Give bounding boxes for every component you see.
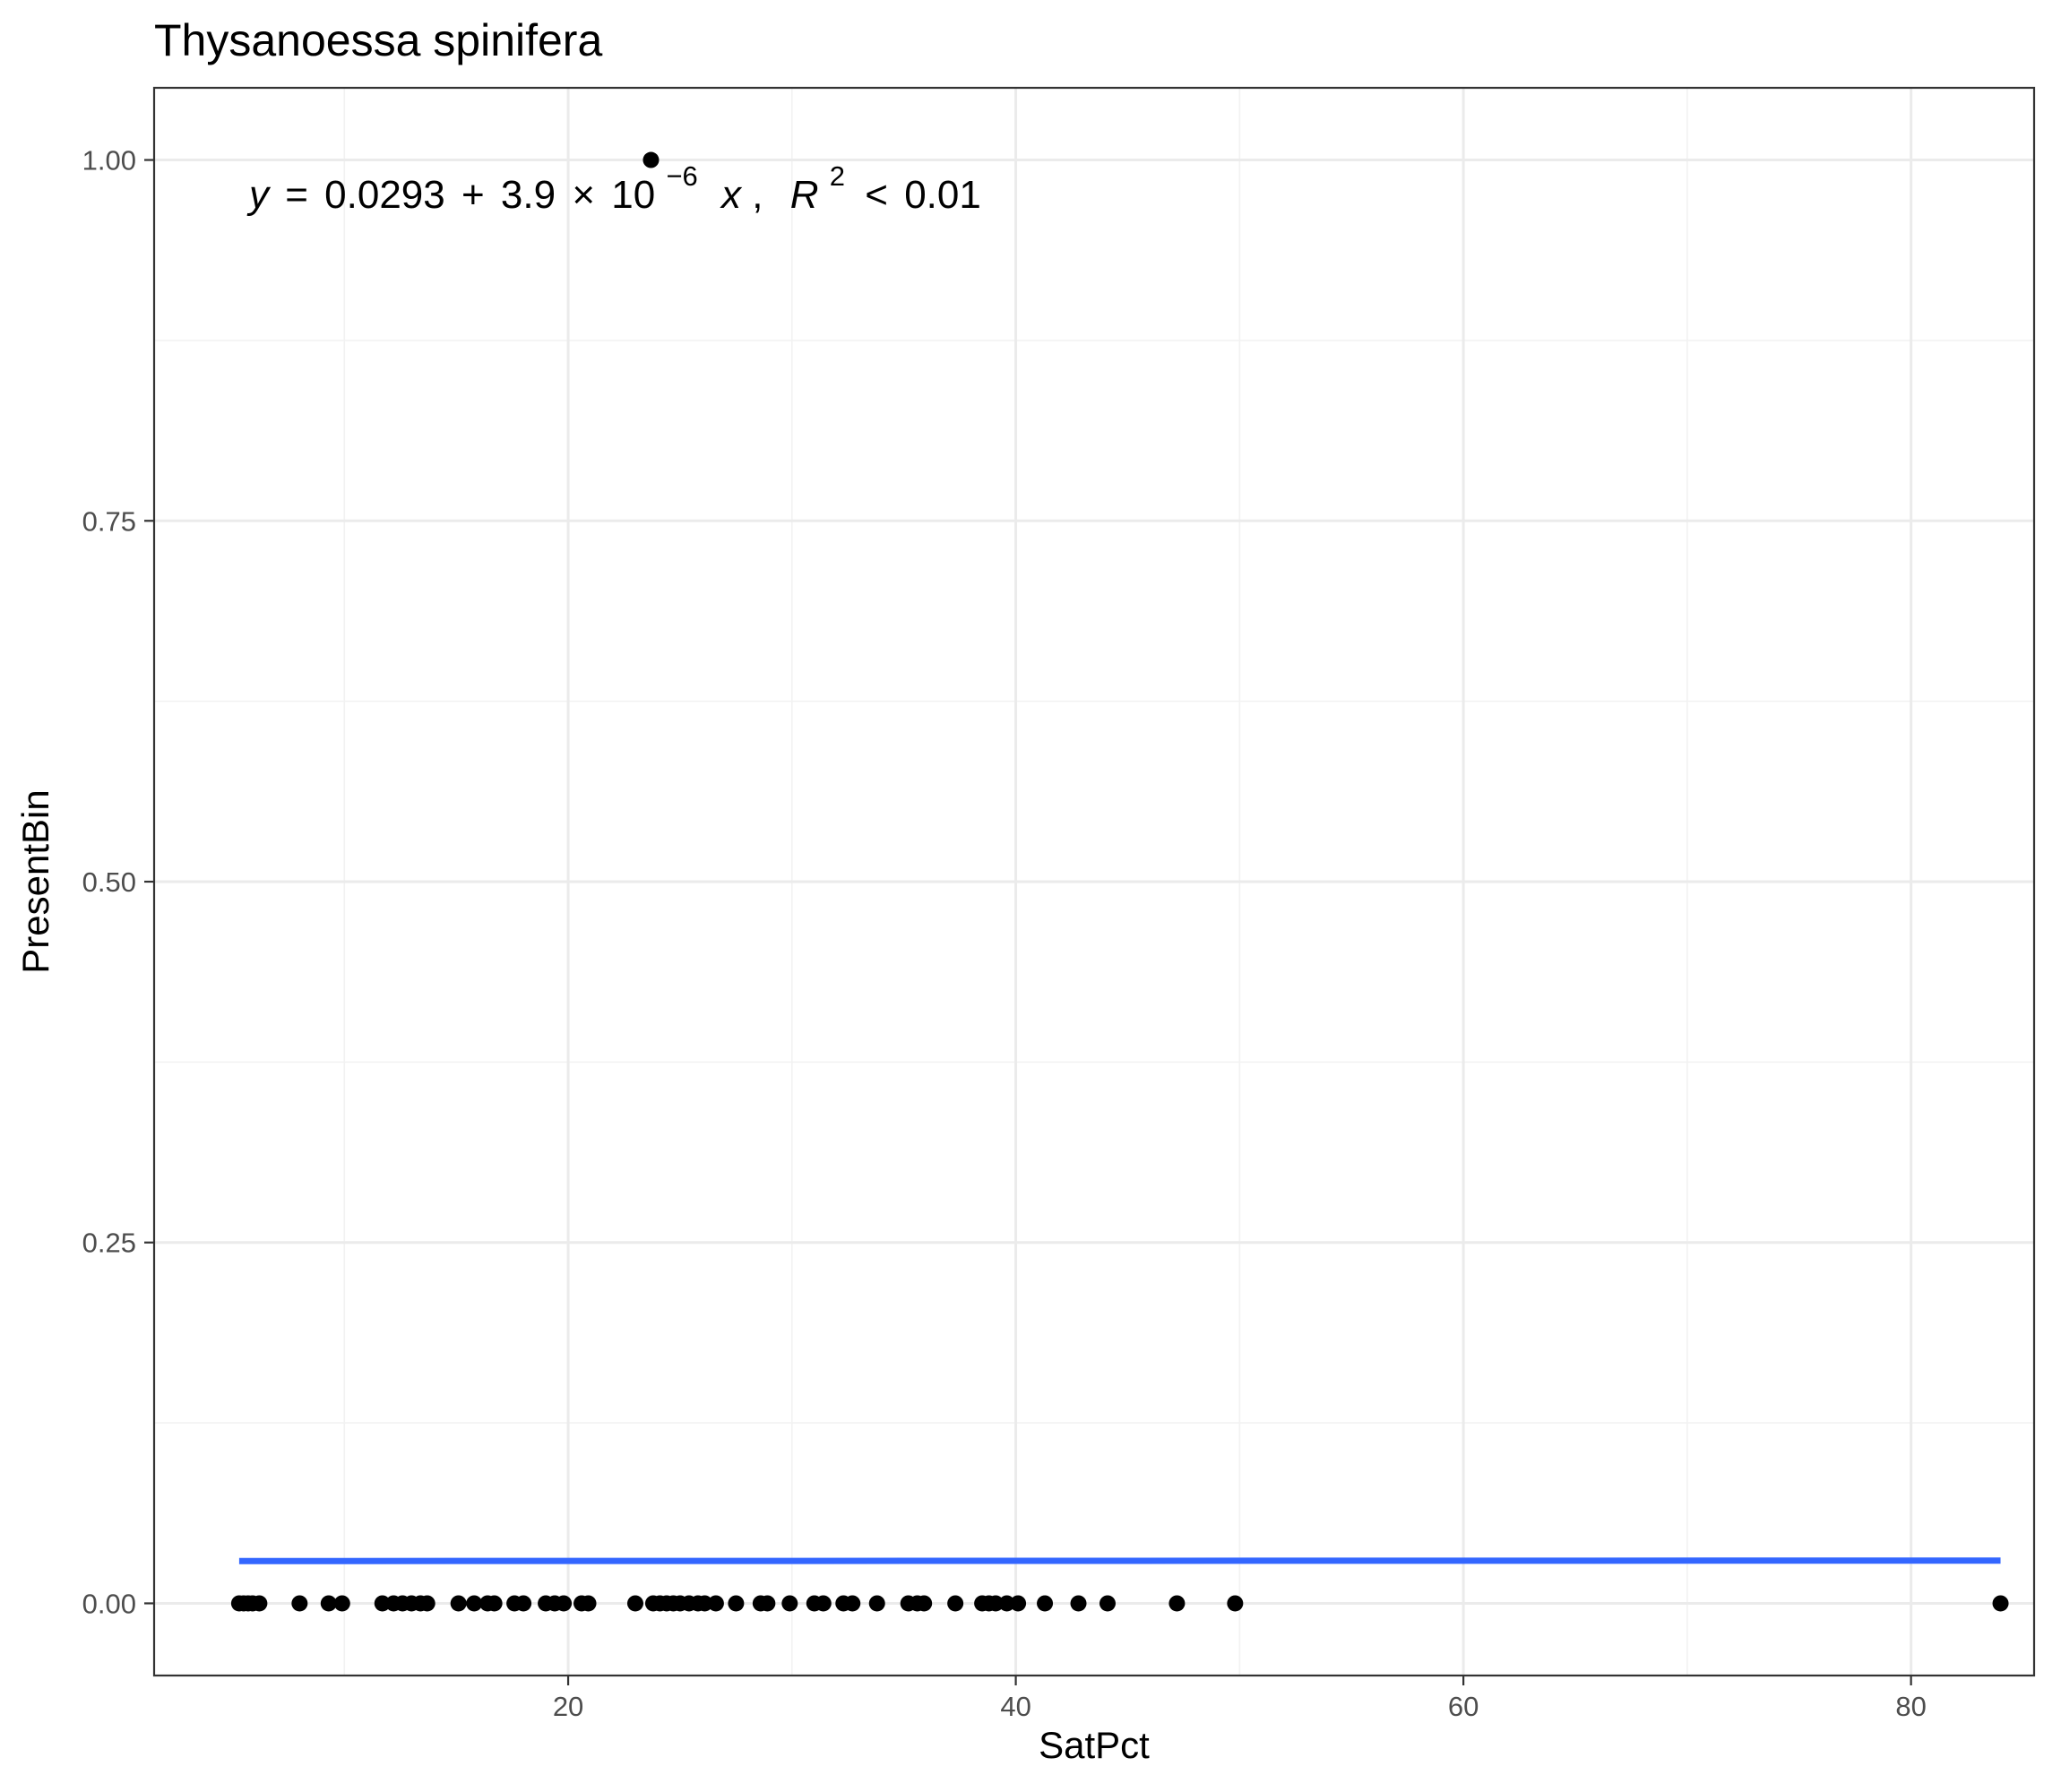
eq-plus: + (461, 173, 485, 217)
data-point (759, 1595, 776, 1612)
data-point (998, 1595, 1015, 1612)
data-point (916, 1595, 933, 1612)
eq-r2-value: 0.01 (904, 173, 981, 217)
y-tick-label: 1.00 (82, 145, 136, 177)
data-point (418, 1595, 435, 1612)
eq-times: × (572, 173, 595, 217)
eq-less-than: < (865, 173, 888, 217)
data-point (1037, 1595, 1054, 1612)
data-point (696, 1595, 713, 1612)
data-point (1992, 1595, 2009, 1612)
data-point (844, 1595, 861, 1612)
data-point (515, 1595, 532, 1612)
data-point (868, 1595, 885, 1612)
eq-intercept: 0.0293 (324, 173, 445, 217)
data-point (251, 1595, 268, 1612)
eq-var: x (720, 173, 743, 217)
eq-base: 10 (611, 173, 655, 217)
data-point (728, 1595, 745, 1612)
data-point (781, 1595, 798, 1612)
y-axis-title: PresentBin (14, 789, 56, 973)
eq-exponent: −6 (666, 160, 697, 192)
x-tick-label: 20 (553, 1691, 583, 1722)
x-tick-label: 60 (1448, 1691, 1479, 1722)
eq-lhs: y (246, 173, 272, 217)
data-point (450, 1595, 467, 1612)
data-point (1227, 1595, 1244, 1612)
data-point (987, 1595, 1005, 1612)
data-point (815, 1595, 832, 1612)
data-point (580, 1595, 597, 1612)
data-point (291, 1595, 308, 1612)
data-point (333, 1595, 350, 1612)
y-tick-label: 0.25 (82, 1228, 136, 1259)
x-tick-label: 40 (1000, 1691, 1030, 1722)
x-axis-ticks: 20 40 60 80 (553, 1676, 1927, 1722)
data-point (947, 1595, 964, 1612)
data-point (707, 1595, 724, 1612)
eq-r-letter: R (790, 173, 819, 217)
y-tick-label: 0.75 (82, 505, 136, 537)
minor-gridlines (154, 88, 2034, 1676)
data-point (466, 1595, 483, 1612)
data-point (1168, 1595, 1186, 1612)
data-point (1099, 1595, 1116, 1612)
data-points-layer (230, 151, 2009, 1612)
data-point (626, 1595, 643, 1612)
eq-comma: , (752, 173, 763, 217)
chart-title: Thysanoessa spinifera (154, 15, 602, 65)
major-gridlines (154, 88, 2034, 1676)
data-point (374, 1595, 391, 1612)
eq-r-exponent: 2 (830, 160, 845, 192)
data-point (320, 1595, 337, 1612)
y-tick-label: 0.00 (82, 1588, 136, 1619)
data-point (1070, 1595, 1087, 1612)
data-point (556, 1595, 573, 1612)
eq-equals: = (285, 173, 308, 217)
data-point (1010, 1595, 1027, 1612)
x-tick-label: 80 (1895, 1691, 1926, 1722)
eq-coef: 3.9 (501, 173, 556, 217)
regression-equation: y = 0.0293 + 3.9 × 10 −6 x , R 2 < 0.01 (246, 151, 981, 217)
data-point (486, 1595, 503, 1612)
y-tick-label: 0.50 (82, 866, 136, 898)
y-axis-ticks: 0.00 0.25 0.50 0.75 1.00 (82, 145, 154, 1619)
x-axis-title: SatPct (1039, 1724, 1150, 1766)
data-point (642, 151, 660, 168)
